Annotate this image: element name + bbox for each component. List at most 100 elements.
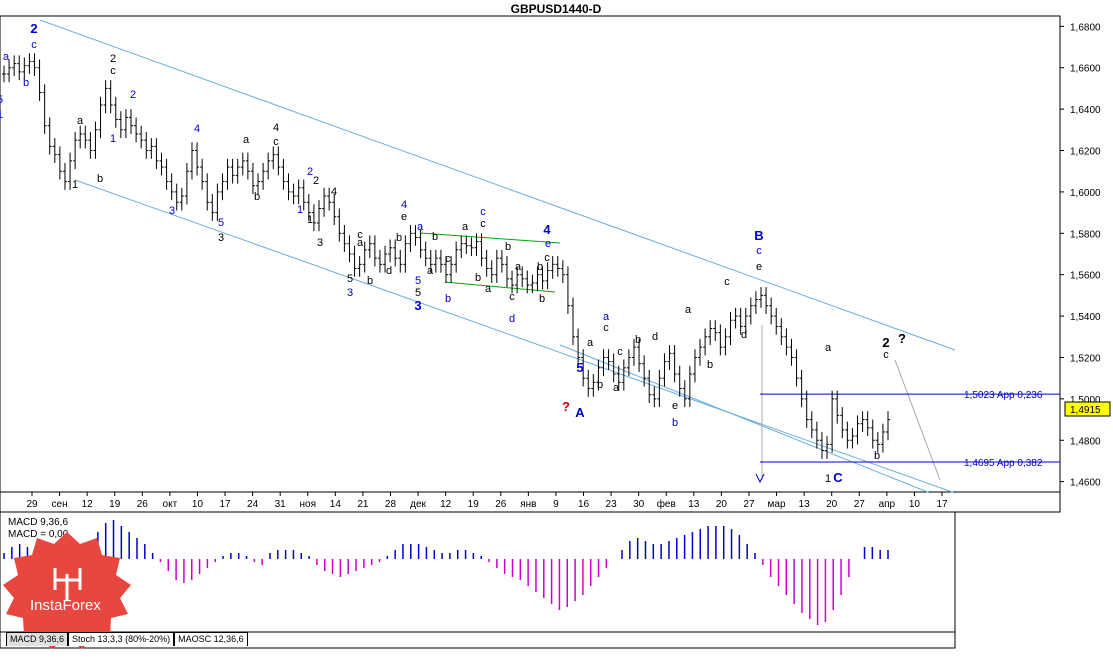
wave-label: c [883, 349, 889, 361]
ohlc-bar [525, 270, 530, 294]
ohlc-bar [291, 183, 296, 205]
ohlc-bar [159, 152, 164, 176]
ohlc-bar [423, 241, 428, 267]
x-tick-label: 12 [440, 499, 452, 510]
wave-label: 4 [194, 123, 200, 135]
x-tick-label: 9 [553, 499, 559, 510]
tab-maosc[interactable]: MAOSC 12,36,6 [174, 632, 248, 646]
x-tick-label: дек [410, 499, 426, 510]
ohlc-bar [149, 138, 154, 159]
ohlc-bar [47, 117, 52, 155]
ohlc-bar [748, 297, 753, 325]
ohlc-bar [601, 349, 606, 377]
ohlc-bar [809, 411, 814, 439]
ohlc-bar [301, 179, 306, 211]
ohlc-bar [347, 235, 352, 263]
ohlc-bar [286, 173, 291, 201]
ohlc-bar [42, 84, 47, 134]
tab-macd[interactable]: MACD 9,36,6 [6, 632, 69, 646]
ohlc-bar [738, 307, 743, 335]
y-tick-label: 1,5800 [1070, 229, 1101, 240]
ohlc-bar [621, 359, 626, 391]
ohlc-bar [372, 235, 377, 267]
wave-label: 2 [882, 335, 889, 350]
ohlc-bar [93, 121, 98, 159]
ohlc-bar [581, 349, 586, 387]
wave-label: 3 [169, 205, 175, 217]
ohlc-bar [22, 57, 27, 81]
ohlc-bar [743, 307, 748, 335]
ohlc-bar [489, 260, 494, 283]
ohlc-bar [713, 320, 718, 341]
wave-label: 3 [414, 298, 421, 313]
ohlc-bar [139, 125, 144, 149]
ohlc-bar [469, 237, 474, 257]
ohlc-bar [403, 235, 408, 273]
ohlc-bar [510, 270, 515, 294]
wave-label: C [833, 470, 843, 485]
x-tick-label: 17 [219, 499, 231, 510]
ohlc-bar [814, 421, 819, 449]
current-price-box [1064, 401, 1111, 417]
wave-label: b [672, 417, 678, 429]
ohlc-bar [154, 138, 159, 170]
x-tick-label: 26 [495, 499, 507, 510]
ohlc-bar [647, 369, 652, 404]
x-tick-label: сен [52, 499, 68, 510]
wave-label: b [23, 77, 29, 89]
ohlc-bar [184, 162, 189, 205]
ohlc-bar [875, 431, 880, 453]
ohlc-bar [784, 328, 789, 356]
ohlc-bar [535, 266, 540, 292]
wave-label: 1 [825, 473, 831, 485]
wave-label: 3 [317, 237, 323, 249]
ohlc-bar [733, 307, 738, 329]
ohlc-bar [240, 152, 245, 176]
ohlc-bar [103, 80, 108, 114]
ohlc-bar [758, 287, 763, 308]
ohlc-bar [677, 365, 682, 397]
ohlc-bar [642, 355, 647, 387]
green-wedge [419, 232, 561, 293]
ohlc-bar [276, 146, 281, 176]
ohlc-bar [571, 297, 576, 346]
instaforex-logo [3, 532, 131, 649]
wave-label: 5 [347, 273, 353, 285]
fib-levels: 1,5023 App 0,236 1,4695 App 0,382 [760, 390, 1060, 469]
wave-label: a [587, 337, 594, 349]
ohlc-bar [555, 256, 560, 277]
wave-label: c [31, 39, 37, 51]
wave-label: e [545, 238, 551, 250]
wave-label: 4 [331, 186, 337, 198]
wave-label: c [480, 206, 486, 218]
ohlc-bar [377, 249, 382, 273]
wave-label: 5 [576, 360, 583, 375]
ohlc-bar [860, 411, 865, 432]
x-tick-label: 21 [357, 499, 369, 510]
y-tick-label: 1,6800 [1070, 22, 1101, 33]
ohlc-bar [845, 421, 850, 449]
ohlc-bar [830, 390, 835, 453]
ohlc-bar [73, 131, 78, 170]
ohlc-bar [438, 249, 443, 273]
wave-label: a [3, 51, 10, 63]
ohlc-bar [144, 131, 149, 159]
ohlc-bar [195, 142, 200, 176]
ohlc-bar [870, 419, 875, 449]
tab-stoch[interactable]: Stoch 13,3,3 (80%-20%) [68, 632, 175, 646]
wave-label: a [685, 304, 692, 316]
ohlc-bar [418, 229, 423, 259]
ohlc-bar [789, 338, 794, 366]
wave-label: b [367, 275, 373, 287]
ohlc-bar [708, 320, 713, 346]
ohlc-bar [245, 152, 250, 180]
ohlc-bar [352, 245, 357, 277]
wave-labels: 2cab512c21ab14353ab4c221143acbd53b4e553a… [0, 21, 906, 485]
ohlc-bar [311, 204, 316, 232]
ohlc-bar [550, 256, 555, 279]
ohlc-bar [515, 266, 520, 294]
ohlc-bar [616, 365, 621, 391]
ohlc-bar [433, 249, 438, 273]
wave-label: e [401, 211, 407, 223]
wave-label: a [825, 342, 832, 354]
